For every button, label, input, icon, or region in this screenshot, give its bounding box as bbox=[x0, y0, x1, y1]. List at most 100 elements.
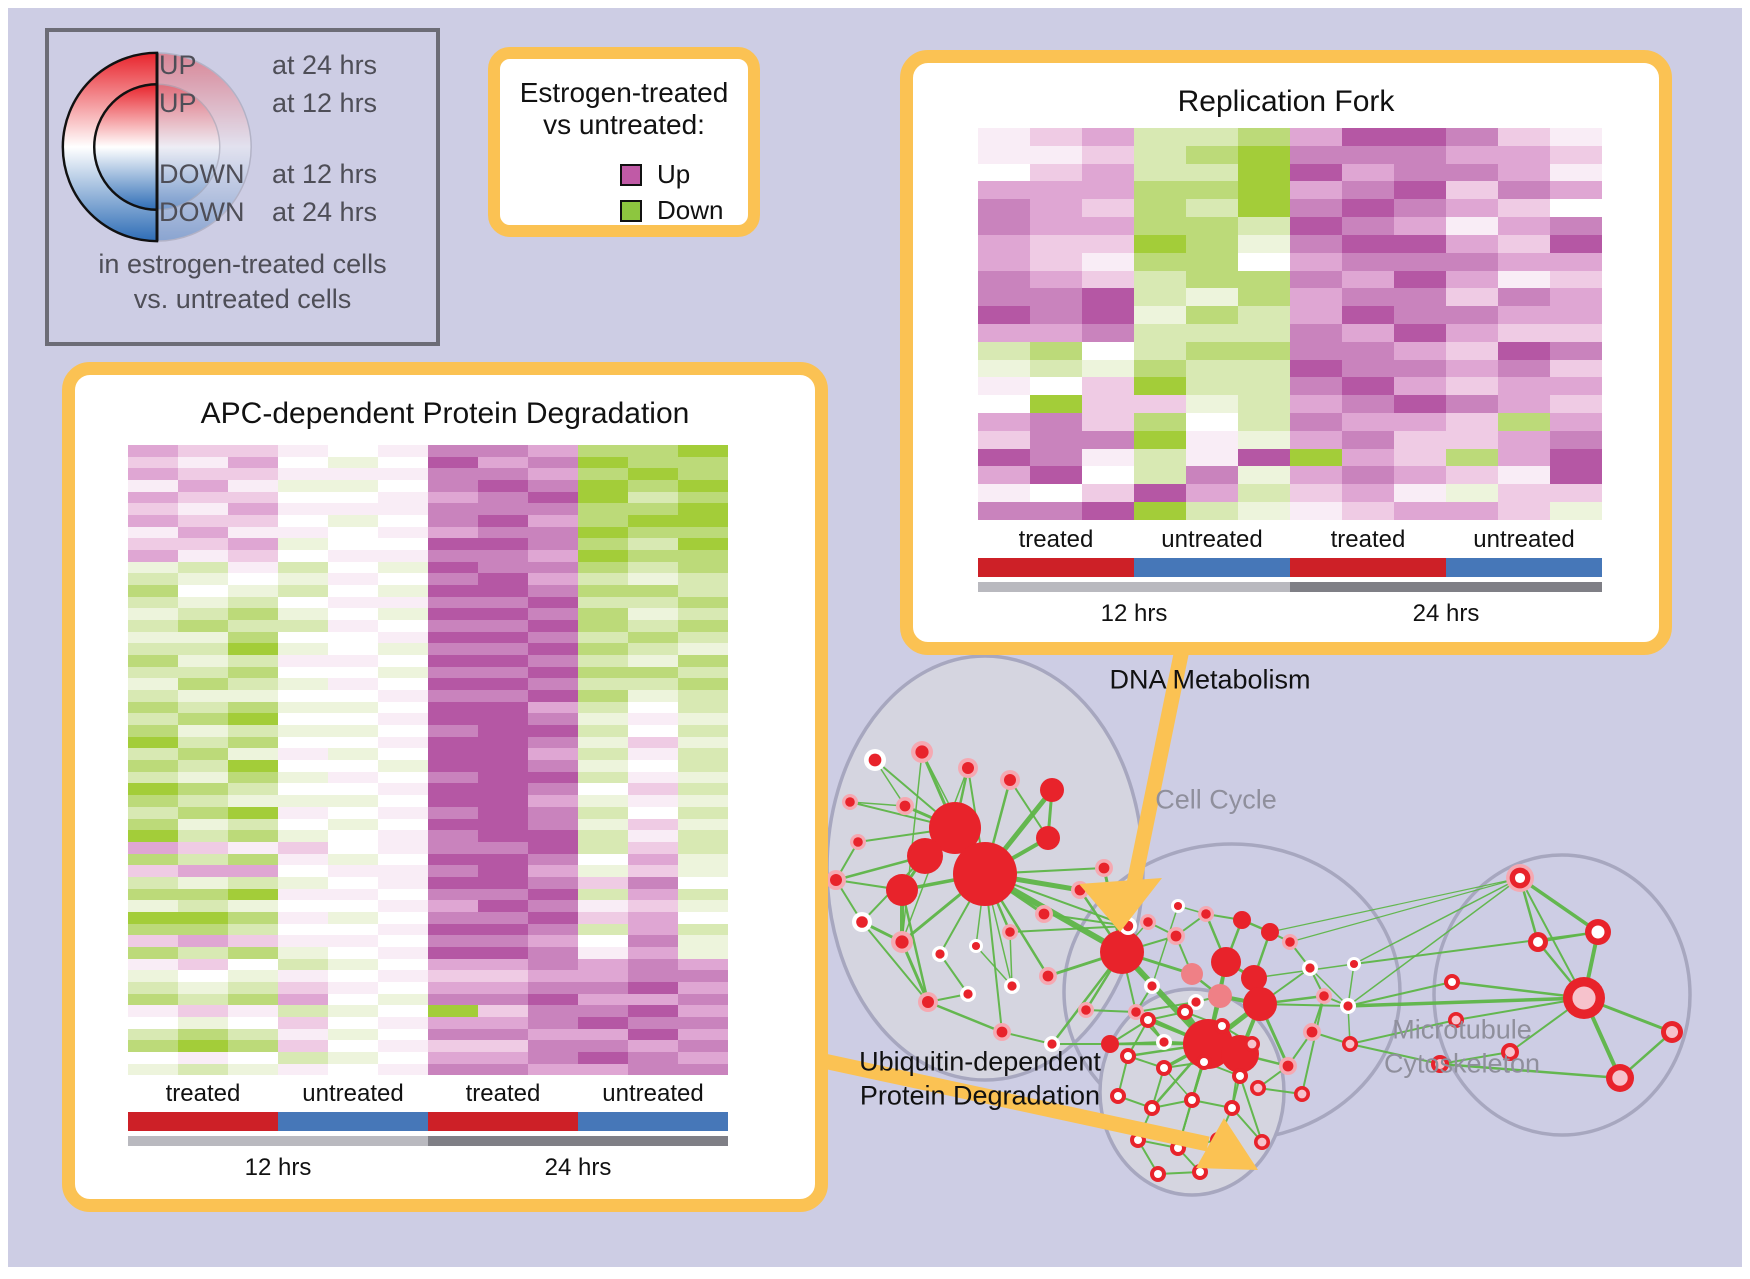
heatmap-cell bbox=[1498, 288, 1550, 307]
heatmap-cell bbox=[128, 865, 178, 877]
heatmap-cell bbox=[478, 795, 528, 807]
heatmap-cell bbox=[528, 608, 578, 621]
network-node bbox=[1606, 1064, 1634, 1092]
heatmap-cell bbox=[1394, 359, 1446, 378]
heatmap-cell bbox=[528, 526, 578, 539]
heatmap-cell bbox=[1550, 128, 1602, 146]
heatmap-cell bbox=[578, 713, 628, 726]
heatmap-cell bbox=[378, 503, 428, 516]
heatmap-cell bbox=[228, 1005, 278, 1017]
heatmap-cell bbox=[278, 853, 328, 866]
heatmap-cell bbox=[1342, 128, 1394, 146]
heatmap-cell bbox=[528, 713, 578, 726]
heatmap-cell bbox=[1134, 502, 1186, 520]
heatmap-cell bbox=[378, 946, 428, 959]
heatmap-cell bbox=[1030, 199, 1082, 218]
heatmap-cell bbox=[378, 853, 428, 866]
heatmap-cell bbox=[528, 830, 578, 842]
heatmap-cell bbox=[528, 678, 578, 691]
heatmap-cell bbox=[428, 748, 478, 761]
heatmap-cell bbox=[1550, 145, 1602, 164]
heatmap-cell bbox=[428, 888, 478, 901]
heatmap-cell bbox=[1030, 217, 1082, 235]
network-node bbox=[1095, 859, 1113, 877]
heatmap-cell bbox=[178, 876, 228, 889]
heatmap-cell bbox=[328, 515, 378, 527]
heatmap-cell bbox=[578, 771, 628, 784]
heatmap-cell bbox=[428, 818, 478, 831]
heatmap-cell bbox=[678, 1063, 728, 1076]
heatmap-cell bbox=[1550, 270, 1602, 289]
heatmap-cell bbox=[228, 1028, 278, 1041]
heatmap-cell bbox=[1082, 395, 1134, 413]
heatmap-cell bbox=[628, 480, 678, 492]
network-node bbox=[1585, 919, 1611, 945]
heatmap-cell bbox=[628, 538, 678, 551]
heatmap-cell bbox=[1186, 413, 1238, 431]
heatmap-cell bbox=[228, 456, 278, 469]
heatmap-cell bbox=[628, 981, 678, 994]
heatmap-cell bbox=[678, 701, 728, 714]
heatmap-cell bbox=[1446, 341, 1498, 360]
heatmap-cell bbox=[428, 620, 478, 632]
heatmap-cell bbox=[328, 503, 378, 516]
heatmap-cell bbox=[678, 923, 728, 936]
heatmap-cell bbox=[178, 538, 228, 551]
heatmap-cell bbox=[1498, 502, 1550, 520]
heatmap-cell bbox=[378, 993, 428, 1006]
heatmap-cell bbox=[278, 970, 328, 982]
heatmap-cell bbox=[178, 503, 228, 516]
network-node bbox=[1171, 899, 1185, 913]
cluster-mt bbox=[1432, 853, 1692, 1137]
heatmap-cell bbox=[978, 466, 1030, 485]
heatmap-cell bbox=[628, 958, 678, 971]
heatmap-cell bbox=[428, 538, 478, 551]
treated-bar bbox=[978, 558, 1134, 577]
heatmap-cell bbox=[428, 573, 478, 586]
network-node bbox=[1448, 1012, 1464, 1028]
heatmap-cell bbox=[1394, 484, 1446, 503]
heatmap-cell bbox=[1134, 359, 1186, 378]
heatmap-cell bbox=[328, 468, 378, 481]
heatmap-cell bbox=[328, 806, 378, 819]
heatmap-cell bbox=[128, 1005, 178, 1017]
heatmap-cell bbox=[628, 771, 678, 784]
heatmap-cell bbox=[1134, 377, 1186, 396]
heatmap-cell bbox=[378, 678, 428, 691]
heatmap-cell bbox=[428, 701, 478, 714]
heatmap-cell bbox=[628, 608, 678, 621]
heatmap-cell bbox=[628, 643, 678, 656]
heatmap-cell bbox=[478, 748, 528, 761]
heatmap-cell bbox=[1290, 323, 1342, 342]
heatmap-cell bbox=[428, 503, 478, 516]
heatmap-cell bbox=[628, 1051, 678, 1064]
down-24-dir-label: DOWN bbox=[159, 197, 245, 227]
network-node bbox=[932, 946, 948, 962]
heatmap-cell bbox=[1446, 502, 1498, 520]
heatmap-cell bbox=[328, 958, 378, 971]
heatmap-cell bbox=[1186, 341, 1238, 360]
heatmap-cell bbox=[378, 841, 428, 854]
heatmap-cell bbox=[428, 713, 478, 726]
heatmap-cell bbox=[278, 480, 328, 492]
heatmap-cell bbox=[1498, 341, 1550, 360]
heatmap-cell bbox=[328, 1028, 378, 1041]
heatmap-cell bbox=[1030, 484, 1082, 503]
heatmap-cell bbox=[528, 456, 578, 469]
heatmap-cell bbox=[678, 655, 728, 667]
heatmap-cell bbox=[128, 736, 178, 749]
heatmap-cell bbox=[978, 413, 1030, 431]
heatmap-cell bbox=[1394, 430, 1446, 449]
heatmap-cell bbox=[228, 480, 278, 492]
up-24-dir-label: UP bbox=[159, 50, 197, 80]
heatmap-cell bbox=[678, 841, 728, 854]
heatmap-cell bbox=[1550, 199, 1602, 218]
heatmap-cell bbox=[428, 631, 478, 644]
heatmap-cell bbox=[1342, 448, 1394, 467]
heatmap-cell bbox=[628, 970, 678, 982]
heatmap-cell bbox=[178, 900, 228, 912]
network-node bbox=[993, 1023, 1011, 1041]
heatmap-cell bbox=[328, 1051, 378, 1064]
heatmap-cell bbox=[228, 958, 278, 971]
network-node bbox=[1232, 1068, 1248, 1084]
